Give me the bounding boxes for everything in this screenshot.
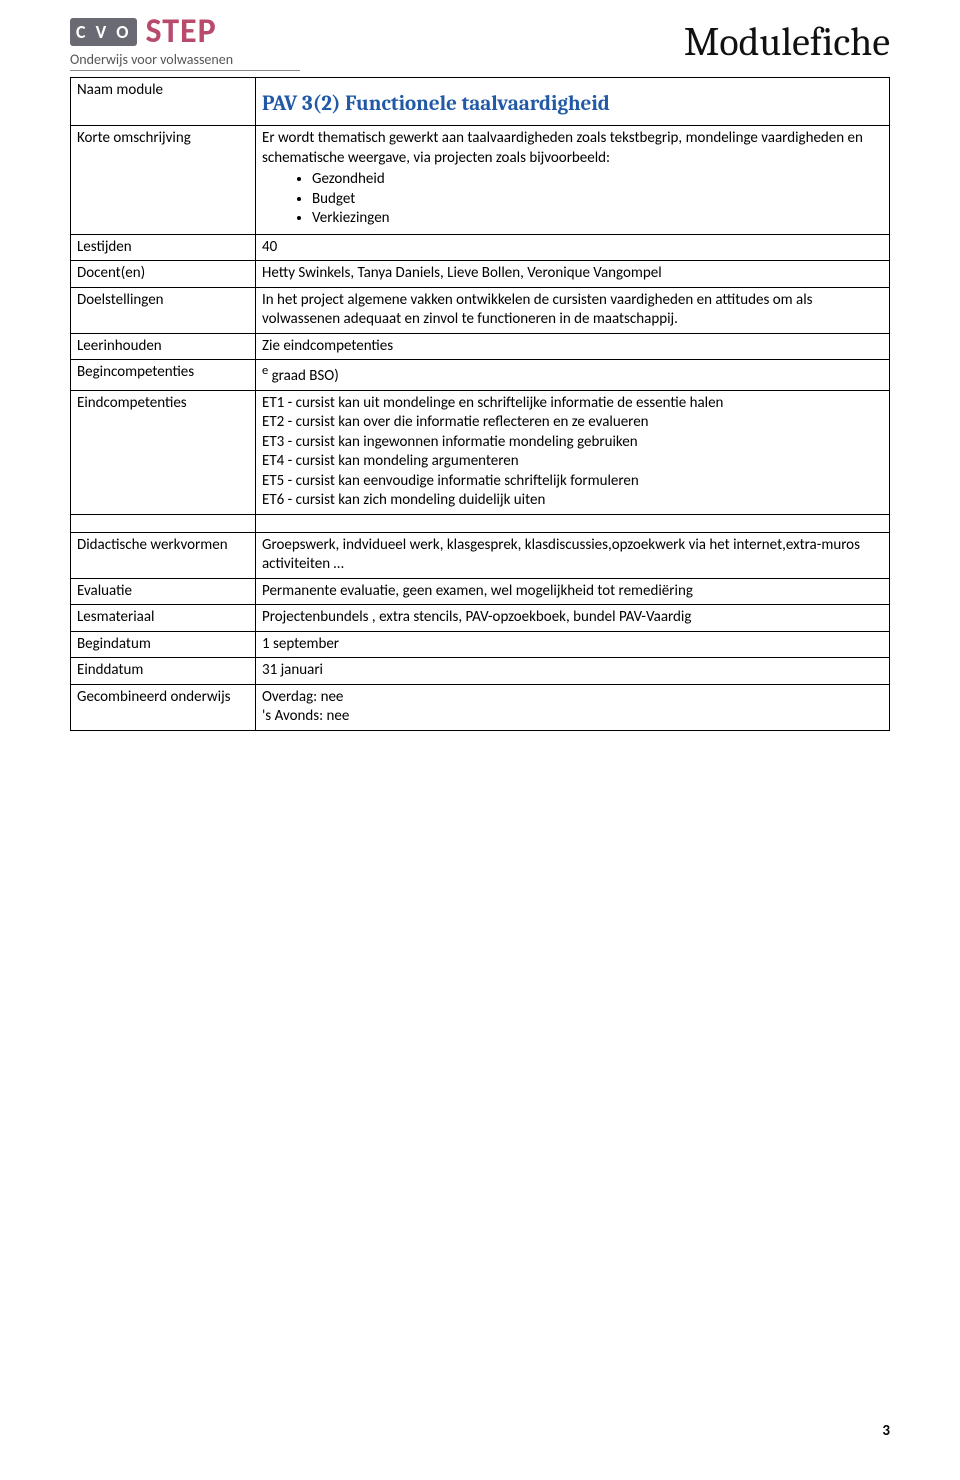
value-begincompetenties: e graad BSO) [256,360,890,391]
list-item: Verkiezingen [312,209,883,229]
value-einddatum: 31 januari [256,658,890,685]
module-title: PAV 3(2) Functionele taalvaardigheid [262,81,883,122]
value-korte-omschrijving: Er wordt thematisch gewerkt aan taalvaar… [256,126,890,235]
label-doelstellingen: Doelstellingen [71,287,256,333]
logo-subtitle: Onderwijs voor volwassenen [70,51,300,71]
label-evaluatie: Evaluatie [71,578,256,605]
value-eindcompetenties: ET1 - cursist kan uit mondelinge en schr… [256,390,890,514]
logo: C V O STEP Onderwijs voor volwassenen [70,15,300,71]
value-leerinhouden: Zie eindcompetenties [256,333,890,360]
page-header: C V O STEP Onderwijs voor volwassenen Mo… [70,15,890,71]
list-item: Gezondheid [312,170,883,190]
korte-omschrijving-bullets: Gezondheid Budget Verkiezingen [312,170,883,229]
gecombineerd-line1: Overdag: nee [262,688,883,708]
label-korte-omschrijving: Korte omschrijving [71,126,256,235]
list-item: Budget [312,190,883,210]
value-evaluatie: Permanente evaluatie, geen examen, wel m… [256,578,890,605]
value-didactisch: Groepswerk, indvidueel werk, klasgesprek… [256,532,890,578]
label-docent: Docent(en) [71,261,256,288]
value-begindatum: 1 september [256,631,890,658]
label-gecombineerd: Gecombineerd onderwijs [71,684,256,730]
et-line: ET2 - cursist kan over die informatie re… [262,413,883,433]
module-table: Naam module PAV 3(2) Functionele taalvaa… [70,77,890,731]
label-begincompetenties: Begincompetenties [71,360,256,391]
value-docent: Hetty Swinkels, Tanya Daniels, Lieve Bol… [256,261,890,288]
label-begindatum: Begindatum [71,631,256,658]
begincomp-post: graad BSO) [268,367,339,385]
logo-cvo: C V O [70,18,137,46]
label-lesmateriaal: Lesmateriaal [71,605,256,632]
value-gecombineerd: Overdag: nee 's Avonds: nee [256,684,890,730]
et-line: ET1 - cursist kan uit mondelinge en schr… [262,394,883,414]
et-line: ET6 - cursist kan zich mondeling duideli… [262,491,883,511]
label-eindcompetenties: Eindcompetenties [71,390,256,514]
spacer-row [71,514,890,532]
value-lesmateriaal: Projectenbundels , extra stencils, PAV-o… [256,605,890,632]
value-lestijden: 40 [256,234,890,261]
document-title: Modulefiche [684,19,890,65]
value-doelstellingen: In het project algemene vakken ontwikkel… [256,287,890,333]
label-einddatum: Einddatum [71,658,256,685]
value-naam-module: PAV 3(2) Functionele taalvaardigheid [256,78,890,126]
logo-step: STEP [145,15,216,49]
gecombineerd-line2: 's Avonds: nee [262,707,883,727]
korte-omschrijving-intro: Er wordt thematisch gewerkt aan taalvaar… [262,129,863,167]
et-line: ET5 - cursist kan eenvoudige informatie … [262,472,883,492]
et-line: ET4 - cursist kan mondeling argumenteren [262,452,883,472]
label-lestijden: Lestijden [71,234,256,261]
et-line: ET3 - cursist kan ingewonnen informatie … [262,433,883,453]
label-didactisch: Didactische werkvormen [71,532,256,578]
label-naam-module: Naam module [71,78,256,126]
page-number: 3 [882,1422,890,1440]
label-leerinhouden: Leerinhouden [71,333,256,360]
